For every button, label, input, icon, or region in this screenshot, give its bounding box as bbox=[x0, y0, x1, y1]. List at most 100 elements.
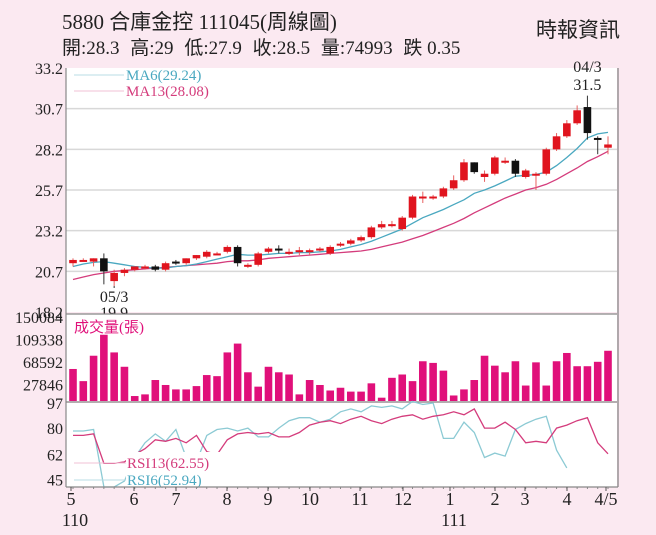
volume-tick-label: 68592 bbox=[23, 355, 63, 372]
volume-bar bbox=[151, 380, 160, 401]
price-tick-label: 18.2 bbox=[35, 305, 63, 322]
volume-bar bbox=[470, 380, 479, 401]
candlestick bbox=[130, 266, 139, 272]
price-tick-label: 25.7 bbox=[35, 183, 63, 200]
x-tick-label: 1 bbox=[446, 489, 455, 509]
candlestick bbox=[552, 133, 561, 151]
quote-high: 高:29 bbox=[130, 38, 174, 59]
candlestick bbox=[202, 250, 211, 259]
candlestick bbox=[491, 155, 499, 176]
volume-bar bbox=[295, 394, 304, 401]
candlestick bbox=[357, 235, 365, 243]
volume-bar bbox=[408, 381, 417, 401]
volume-bar bbox=[326, 390, 335, 401]
volume-bar bbox=[89, 355, 98, 401]
rsi13-line bbox=[73, 408, 609, 465]
price-tick-label: 28.2 bbox=[35, 142, 63, 159]
high-value-annotation: 31.5 bbox=[573, 77, 601, 94]
volume-bar bbox=[233, 343, 242, 401]
candlestick bbox=[192, 255, 201, 260]
volume-bar bbox=[110, 352, 118, 401]
candlestick bbox=[419, 191, 427, 204]
candlestick bbox=[460, 159, 468, 182]
candlestick bbox=[542, 147, 551, 176]
candlestick bbox=[480, 170, 489, 182]
candlestick bbox=[295, 246, 304, 256]
volume-bar bbox=[346, 391, 355, 401]
candlestick bbox=[573, 105, 581, 125]
price-tick-label: 23.2 bbox=[35, 224, 63, 241]
x-tick-label: 5 bbox=[67, 489, 76, 509]
volume-bar bbox=[141, 394, 149, 401]
volume-bar bbox=[511, 361, 520, 401]
quote-low: 低:27.9 bbox=[184, 38, 242, 59]
volume-bar bbox=[367, 383, 376, 401]
candlestick bbox=[593, 136, 602, 155]
volume-bar bbox=[583, 366, 592, 401]
quote-close: 收:28.5 bbox=[252, 38, 311, 59]
quote-summary: 開:28.3 高:29 低:27.9 收:28.5 量:74993 跌 0.35 bbox=[62, 33, 466, 60]
x-tick-label: 4/5 bbox=[594, 489, 617, 509]
candlestick bbox=[563, 120, 571, 138]
volume-bar bbox=[305, 380, 314, 401]
volume-bar bbox=[192, 386, 201, 401]
candlestick bbox=[398, 216, 407, 231]
candlestick bbox=[274, 245, 283, 254]
candlestick bbox=[377, 220, 386, 230]
candlestick bbox=[305, 248, 314, 256]
x-year-label: 111 bbox=[441, 510, 467, 530]
volume-bar bbox=[563, 352, 571, 401]
price-tick-label: 20.7 bbox=[35, 264, 63, 281]
volume-bar bbox=[172, 389, 180, 401]
volume-bar bbox=[130, 396, 139, 401]
candlestick bbox=[233, 245, 242, 267]
volume-panel: 150084 109338 68592 27846 成交量(張) bbox=[15, 310, 618, 401]
candlestick bbox=[346, 238, 355, 246]
rsi-tick-label: 97 bbox=[47, 396, 63, 413]
volume-bar bbox=[604, 350, 612, 401]
ma13-legend: MA13(28.08) bbox=[126, 84, 209, 100]
candlestick bbox=[388, 220, 396, 228]
volume-bar bbox=[274, 372, 283, 401]
candlestick bbox=[604, 136, 612, 155]
candlestick bbox=[110, 269, 118, 286]
volume-tick-label: 150084 bbox=[15, 310, 63, 327]
candlestick bbox=[69, 258, 77, 267]
candlestick bbox=[501, 157, 509, 164]
chart-title: 5880 合庫金控 111045(周線圖) bbox=[62, 10, 337, 34]
x-tick-label: 7 bbox=[172, 489, 181, 509]
ma6-legend: MA6(29.24) bbox=[126, 68, 201, 84]
candlestick bbox=[439, 186, 448, 199]
rsi-panel: 97 80 62 45 RSI13(62.55)RSI6(52.94) bbox=[47, 68, 619, 490]
volume-bar bbox=[182, 389, 190, 401]
candlestick bbox=[429, 194, 437, 200]
candlestick bbox=[285, 248, 293, 256]
volume-bar bbox=[388, 377, 396, 401]
x-tick-label: 11 bbox=[351, 489, 368, 509]
rsi-tick-label: 45 bbox=[47, 473, 63, 490]
candlestick bbox=[182, 258, 190, 265]
volume-bar bbox=[161, 384, 170, 401]
x-tick-label: 9 bbox=[264, 489, 273, 509]
volume-bar bbox=[439, 370, 448, 401]
volume-bar bbox=[449, 395, 458, 401]
price-tick-label: 30.7 bbox=[35, 102, 63, 119]
candlestick bbox=[326, 245, 335, 256]
candlestick bbox=[521, 168, 530, 179]
x-tick-label: 3 bbox=[521, 489, 530, 509]
volume-bar bbox=[532, 362, 540, 401]
x-tick-label: 10 bbox=[301, 489, 319, 509]
volume-bar bbox=[244, 372, 252, 401]
candlestick bbox=[470, 162, 479, 174]
volume-bar bbox=[460, 389, 468, 401]
volume-bar bbox=[357, 391, 365, 401]
source-label: 時報資訊 bbox=[536, 18, 620, 42]
volume-bar bbox=[542, 385, 551, 401]
quote-change: 跌 0.35 bbox=[403, 38, 461, 59]
volume-bar bbox=[100, 334, 108, 401]
x-tick-label: 12 bbox=[394, 489, 412, 509]
quote-open: 開:28.3 bbox=[62, 38, 120, 59]
volume-bar bbox=[521, 385, 530, 401]
